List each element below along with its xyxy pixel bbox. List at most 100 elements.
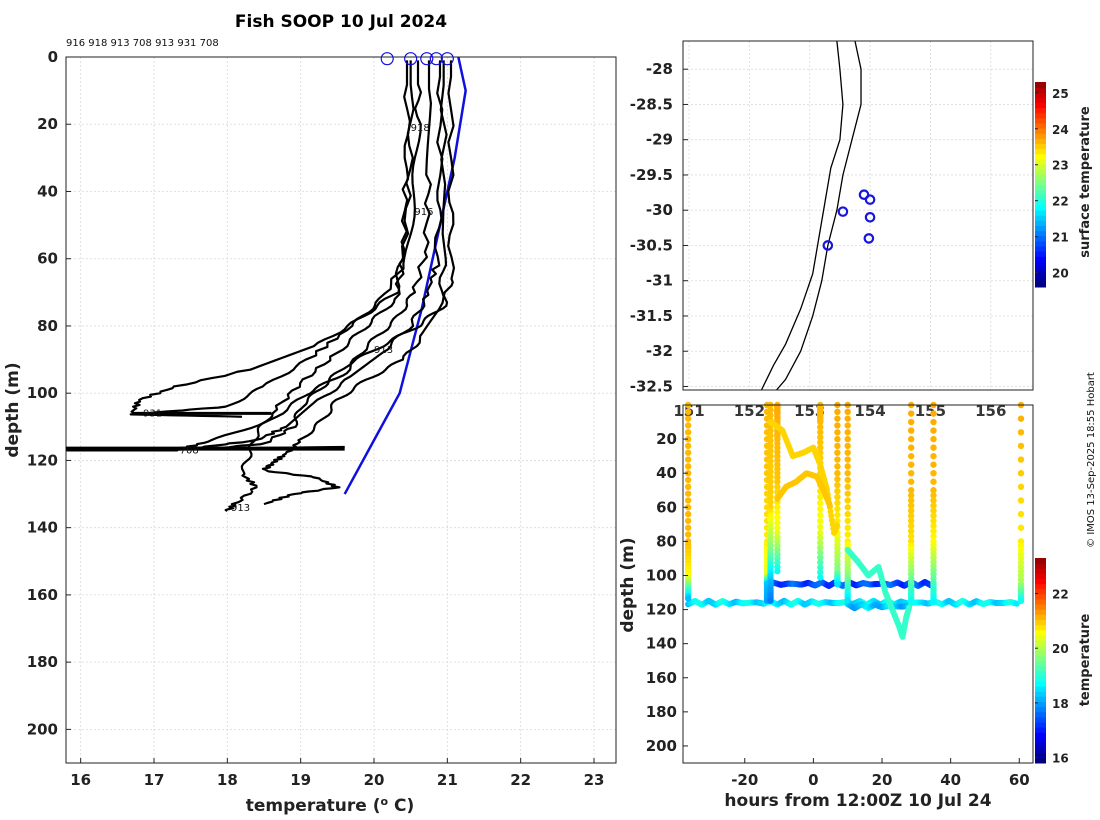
profile-x-tick-label: 23: [584, 771, 605, 789]
cast-point: [817, 423, 824, 431]
cast-point: [774, 524, 781, 531]
temperature-colorbar-segment: [1035, 645, 1046, 651]
coastline: [760, 40, 844, 391]
cast-point: [767, 463, 774, 470]
cast-point: [930, 502, 937, 509]
cast-point: [834, 442, 841, 450]
surface-temperature-colorbar-segment: [1035, 220, 1046, 226]
profile-x-tick-label: 20: [364, 771, 385, 789]
cast-point: [1017, 456, 1025, 463]
map-x-tick-label: 155: [915, 402, 946, 420]
cast-point: [834, 449, 841, 456]
surface-temperature-colorbar-segment: [1035, 143, 1046, 150]
cast-point: [684, 490, 692, 497]
cast-point: [930, 418, 937, 426]
profile-x-tick-label: 16: [70, 771, 91, 789]
cast-point: [834, 505, 841, 513]
cast-point: [684, 510, 692, 518]
cast-point: [767, 473, 774, 480]
surface-marker: [440, 52, 454, 66]
cast-point: [930, 410, 937, 417]
cast-point: [844, 415, 851, 422]
timeseries-y-axis-label: depth (m): [618, 537, 638, 632]
cast-point: [907, 512, 915, 520]
cast-point: [907, 522, 915, 530]
cast-point: [1017, 497, 1025, 504]
cast-point: [767, 468, 774, 475]
cast-point: [930, 487, 937, 494]
cast-point: [817, 511, 824, 519]
timeseries-x-tick-label: 0: [808, 771, 818, 789]
cast-point: [907, 478, 915, 485]
temperature-colorbar-segment: [1035, 578, 1046, 585]
profile-y-tick-label: 100: [27, 384, 58, 402]
cast-point: [684, 517, 692, 525]
surface-temperature-colorbar-tick-label: 23: [1052, 159, 1069, 173]
surface-temperature-colorbar-tick-label: 22: [1052, 195, 1069, 209]
profile-line-708a: [139, 60, 444, 452]
cast-point: [930, 507, 937, 514]
cast-point: [774, 504, 781, 511]
temperature-colorbar-segment: [1035, 670, 1046, 677]
cast-point: [767, 488, 774, 496]
x-axis-label-unit: C): [388, 796, 414, 816]
timeseries-y-ticks: 20 40 60 80 100 120 140 160 180 200: [646, 430, 688, 755]
temperature-colorbar-segment: [1035, 747, 1046, 754]
station-marker: [864, 194, 876, 205]
map-y-tick-label: -30.5: [630, 236, 673, 254]
temperature-colorbar-segment: [1035, 655, 1046, 661]
timeseries-axes-frame: [682, 404, 1034, 764]
cast-point: [817, 544, 824, 551]
profile-x-tick-label: 19: [290, 771, 311, 789]
surface-temperature-colorbar: 20 21 22 23 24 25: [1035, 82, 1069, 288]
cast-point: [930, 517, 937, 525]
profile-label: 916: [414, 207, 433, 218]
temperature-colorbar-segment: [1035, 716, 1046, 723]
surface-temperature-colorbar-tick-label: 21: [1052, 231, 1069, 245]
cast-point: [930, 444, 937, 451]
cast-point: [684, 469, 692, 477]
cast-point: [817, 439, 824, 446]
profile-x-tick-label: 22: [510, 771, 531, 789]
temperature-colorbar-segment: [1035, 686, 1046, 692]
temperature-colorbar-segment: [1035, 752, 1046, 759]
cast-point: [834, 511, 841, 519]
profile-line-918: [129, 60, 423, 418]
temperature-colorbar-segment: [1035, 573, 1046, 579]
map-lines: [760, 40, 876, 391]
temperature-colorbar-segment: [1035, 665, 1046, 672]
cast-point: [684, 476, 692, 484]
cast-point: [907, 502, 915, 509]
cast-point: [774, 568, 781, 575]
cast-point: [817, 549, 824, 556]
temperature-colorbar-tick-label: 18: [1052, 697, 1069, 711]
cast-point: [834, 469, 841, 477]
cast-point: [684, 435, 692, 443]
surface-temperature-colorbar-segment: [1035, 169, 1046, 175]
cast-point: [844, 449, 851, 456]
cast-point: [844, 510, 851, 518]
cast-point: [817, 434, 824, 441]
profile-y-tick-label: 40: [37, 182, 58, 200]
cast-point: [834, 429, 841, 436]
map-y-tick-label: -28.5: [630, 95, 673, 113]
surface-temperature-colorbar-segment: [1035, 210, 1046, 216]
map-y-ticks: -28 -28.5 -29 -29.5 -30 -30.5 -31 -31.5 -32 -32.5: [630, 60, 688, 395]
profile-x-ticks: 16 17 18 19 20 21 22 23: [70, 758, 604, 789]
station-marker: [863, 233, 875, 244]
cast-point: [767, 493, 774, 501]
cast-point: [907, 435, 915, 443]
cast-point: [907, 427, 915, 434]
surface-temperature-colorbar-segment: [1035, 230, 1046, 237]
cast-point: [684, 524, 692, 531]
profile-y-tick-label: 180: [27, 653, 58, 671]
cast-point: [684, 449, 692, 456]
chart-title: Fish SOOP 10 Jul 2024: [235, 12, 447, 32]
cast-point: [834, 487, 841, 495]
y-axis-label: depth (m): [3, 362, 23, 457]
cast-point: [930, 527, 937, 535]
cast-point: [817, 539, 824, 546]
cast-point: [1017, 415, 1025, 422]
profile-label: 918: [411, 123, 430, 134]
timeseries-panel: 20 40 60 80 100 120 140 160 180 200 -20 0 20 40 60 ho…: [618, 401, 1093, 811]
